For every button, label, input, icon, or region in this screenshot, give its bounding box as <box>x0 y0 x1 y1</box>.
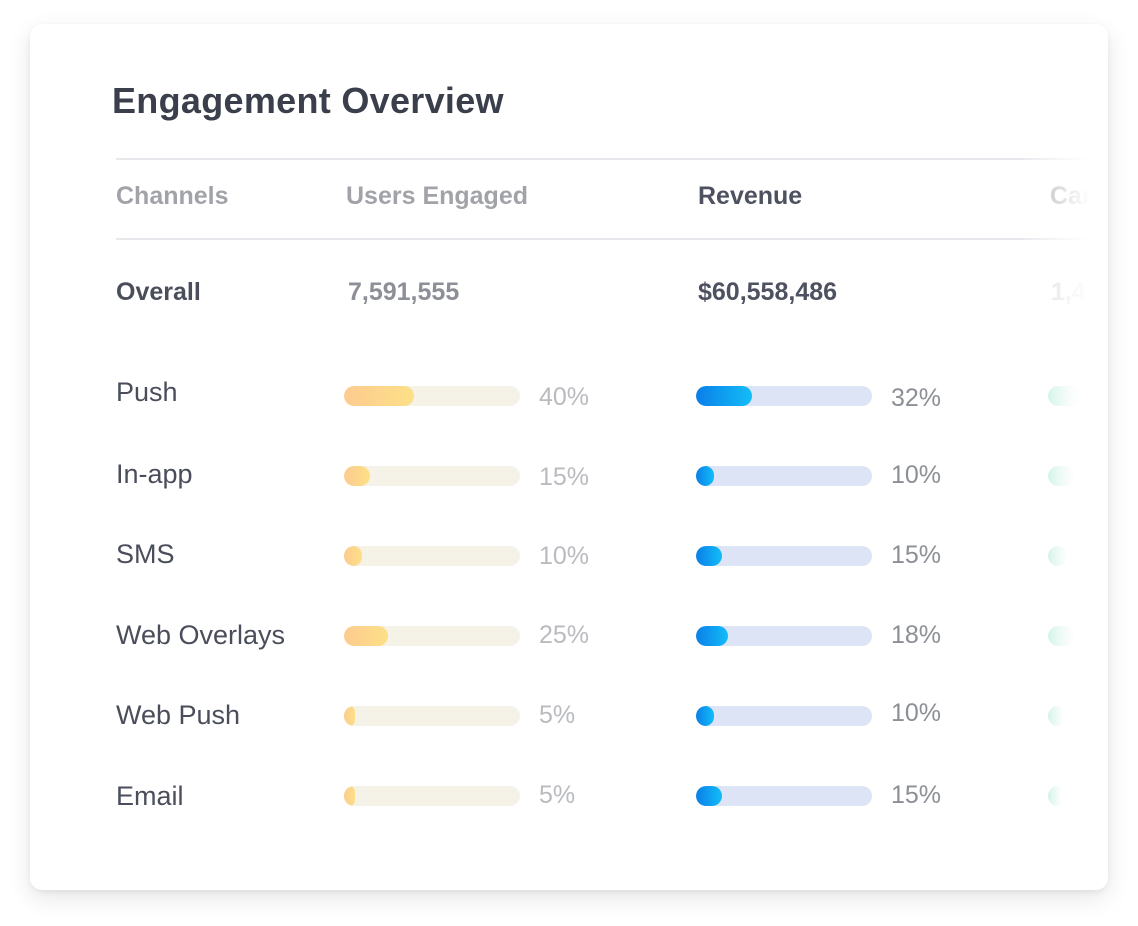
overall-label: Overall <box>116 278 201 306</box>
revenue-progress-track <box>696 466 872 486</box>
column-header-channels[interactable]: Channels <box>116 182 229 210</box>
third-progress-track <box>1048 466 1108 486</box>
users-progress-fill <box>344 466 371 486</box>
revenue-progress-fill <box>696 466 714 486</box>
revenue-percentage: 10% <box>891 699 942 727</box>
third-progress-fill <box>1048 626 1076 646</box>
third-progress-fill <box>1048 466 1076 486</box>
third-progress-track <box>1048 386 1108 406</box>
card-title: Engagement Overview <box>112 80 504 121</box>
revenue-progress-fill <box>696 386 753 406</box>
revenue-progress-track <box>696 386 872 406</box>
users-progress-track <box>344 466 520 486</box>
users-progress-track <box>344 786 520 806</box>
users-progress-fill <box>344 626 388 646</box>
channel-label: Email <box>116 781 184 811</box>
users-percentage: 10% <box>539 542 590 570</box>
users-progress-fill <box>344 706 355 726</box>
users-percentage: 15% <box>539 463 590 491</box>
users-progress-track <box>344 386 520 406</box>
third-progress-fill <box>1048 386 1080 406</box>
users-progress-track <box>344 706 520 726</box>
revenue-percentage: 32% <box>891 384 942 412</box>
third-progress-fill <box>1048 786 1063 806</box>
users-percentage: 40% <box>539 383 590 411</box>
revenue-progress-fill <box>696 626 728 646</box>
users-progress-track <box>344 626 520 646</box>
users-percentage: 5% <box>539 781 576 809</box>
channel-label: Web Overlays <box>116 620 286 650</box>
users-progress-fill <box>344 546 362 566</box>
third-progress-track <box>1048 706 1108 726</box>
channel-label: SMS <box>116 539 175 569</box>
header-divider-top <box>116 158 1108 160</box>
revenue-progress-fill <box>696 706 714 726</box>
revenue-progress-track <box>696 546 872 566</box>
third-progress-fill <box>1048 546 1068 566</box>
revenue-progress-fill <box>696 786 723 806</box>
column-header-revenue[interactable]: Revenue <box>698 182 803 210</box>
third-progress-track <box>1048 546 1108 566</box>
channel-label: Push <box>116 377 178 407</box>
users-progress-track <box>344 546 520 566</box>
revenue-progress-track <box>696 626 872 646</box>
overall-third-value: 1,4 <box>1051 278 1086 306</box>
overall-users-value: 7,591,555 <box>348 278 460 306</box>
header-divider-bottom <box>116 238 1108 240</box>
users-percentage: 5% <box>539 701 576 729</box>
overall-revenue-value: $60,558,486 <box>698 278 838 306</box>
channel-label: Web Push <box>116 700 241 730</box>
third-progress-track <box>1048 786 1108 806</box>
users-progress-fill <box>344 386 415 406</box>
revenue-percentage: 15% <box>891 781 942 809</box>
column-header-users-engaged[interactable]: Users Engaged <box>346 182 529 210</box>
users-progress-fill <box>344 786 355 806</box>
revenue-percentage: 15% <box>891 541 942 569</box>
channel-label: In-app <box>116 459 193 489</box>
column-header-third[interactable]: Car <box>1050 182 1092 210</box>
revenue-progress-track <box>696 786 872 806</box>
revenue-percentage: 10% <box>891 461 942 489</box>
revenue-progress-track <box>696 706 872 726</box>
revenue-progress-fill <box>696 546 723 566</box>
revenue-percentage: 18% <box>891 621 942 649</box>
right-edge-fade-overlay <box>1018 154 1108 890</box>
third-progress-track <box>1048 626 1108 646</box>
users-percentage: 25% <box>539 621 590 649</box>
engagement-overview-card: Engagement Overview Channels Users Engag… <box>30 24 1108 890</box>
third-progress-fill <box>1048 706 1064 726</box>
